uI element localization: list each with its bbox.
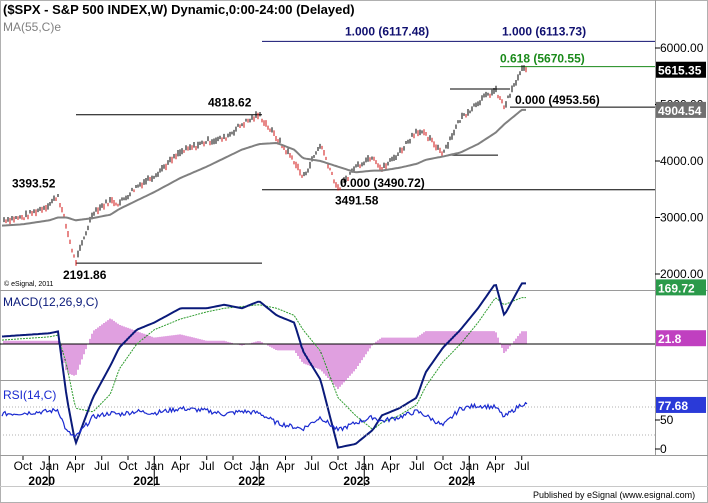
badge-macd: 169.72 bbox=[656, 279, 706, 296]
month-label: Jul bbox=[304, 459, 319, 473]
annotation-label: 3491.58 bbox=[335, 194, 379, 208]
annotation-label: 2191.86 bbox=[63, 268, 107, 282]
ma-legend: MA(55,C)e bbox=[3, 20, 61, 34]
month-label: Jul bbox=[514, 459, 529, 473]
macd-title: MACD(12,26,9,C) bbox=[3, 295, 98, 309]
badge-ma-text: 4904.54 bbox=[658, 104, 702, 118]
badge-signal-text: 21.8 bbox=[658, 332, 682, 346]
badge-price: 5615.35 bbox=[656, 61, 706, 78]
rsi-tick-label: 0 bbox=[660, 442, 667, 456]
month-label: Jul bbox=[199, 459, 214, 473]
price-tick-label: 4000.00 bbox=[660, 154, 704, 168]
year-label: 2020 bbox=[28, 474, 55, 488]
month-label: Oct bbox=[14, 459, 33, 473]
annotation-label: 1.000 (6117.48) bbox=[345, 24, 429, 38]
copyright-text: © eSignal, 2011 bbox=[4, 280, 54, 288]
price-bars bbox=[3, 65, 527, 266]
year-label: 2022 bbox=[238, 474, 265, 488]
annotation-label: 0.000 (3490.72) bbox=[340, 176, 425, 190]
month-label: Apr bbox=[486, 459, 505, 473]
month-label: Oct bbox=[329, 459, 348, 473]
badge-rsi: 77.68 bbox=[656, 396, 706, 413]
macd-line bbox=[1, 282, 526, 449]
ma-55-line bbox=[1, 108, 526, 227]
annotation-label: 0.618 (5670.55) bbox=[500, 52, 585, 66]
annotation-label: 4818.62 bbox=[208, 96, 252, 110]
month-label: Apr bbox=[276, 459, 295, 473]
last-value-badges: 5615.35 4904.54 169.72 21.8 77.68 bbox=[656, 61, 706, 413]
rsi-axis-ticks: 0 50 bbox=[655, 413, 674, 456]
month-label: Oct bbox=[224, 459, 243, 473]
macd-histogram bbox=[3, 318, 527, 389]
price-annotations: 3393.52 4818.62 2191.86 3491.58 0.000 (3490.… bbox=[12, 24, 600, 282]
time-axis: Oct Jan Apr Jul Oct Jan Apr Jul Oct Jan Apr Jul Oct J… bbox=[14, 456, 529, 488]
chart-title: ($SPX - S&P 500 INDEX,W) Dynamic,0:00-24… bbox=[3, 2, 355, 17]
rsi-tick-label: 50 bbox=[660, 413, 674, 427]
month-label: Apr bbox=[171, 459, 190, 473]
rsi-title: RSI(14,C) bbox=[3, 388, 56, 402]
macd-signal-line bbox=[1, 297, 526, 430]
badge-rsi-text: 77.68 bbox=[658, 399, 688, 413]
month-label: Apr bbox=[66, 459, 85, 473]
month-label: Jul bbox=[409, 459, 424, 473]
annotation-label: 3393.52 bbox=[12, 176, 56, 190]
year-label: 2021 bbox=[133, 474, 160, 488]
month-label: Oct bbox=[434, 459, 453, 473]
year-label: 2024 bbox=[448, 474, 475, 488]
badge-macd-text: 169.72 bbox=[658, 281, 695, 295]
badge-price-text: 5615.35 bbox=[658, 64, 702, 78]
badge-signal: 21.8 bbox=[656, 330, 706, 347]
month-label: Oct bbox=[119, 459, 138, 473]
price-tick-label: 2000.00 bbox=[660, 267, 704, 281]
price-tick-label: 3000.00 bbox=[660, 211, 704, 225]
price-tick-label: 6000.00 bbox=[660, 41, 704, 55]
annotation-label: 0.000 (4953.56) bbox=[515, 93, 600, 107]
published-text: Published by eSignal (www.esignal.com) bbox=[533, 490, 695, 500]
year-label: 2023 bbox=[343, 474, 370, 488]
fibonacci-lines bbox=[76, 40, 655, 264]
month-label: Apr bbox=[381, 459, 400, 473]
annotation-label: 1.000 (6113.73) bbox=[502, 25, 586, 39]
badge-ma: 4904.54 bbox=[656, 101, 706, 118]
rsi-line bbox=[1, 401, 528, 437]
month-label: Jul bbox=[94, 459, 109, 473]
